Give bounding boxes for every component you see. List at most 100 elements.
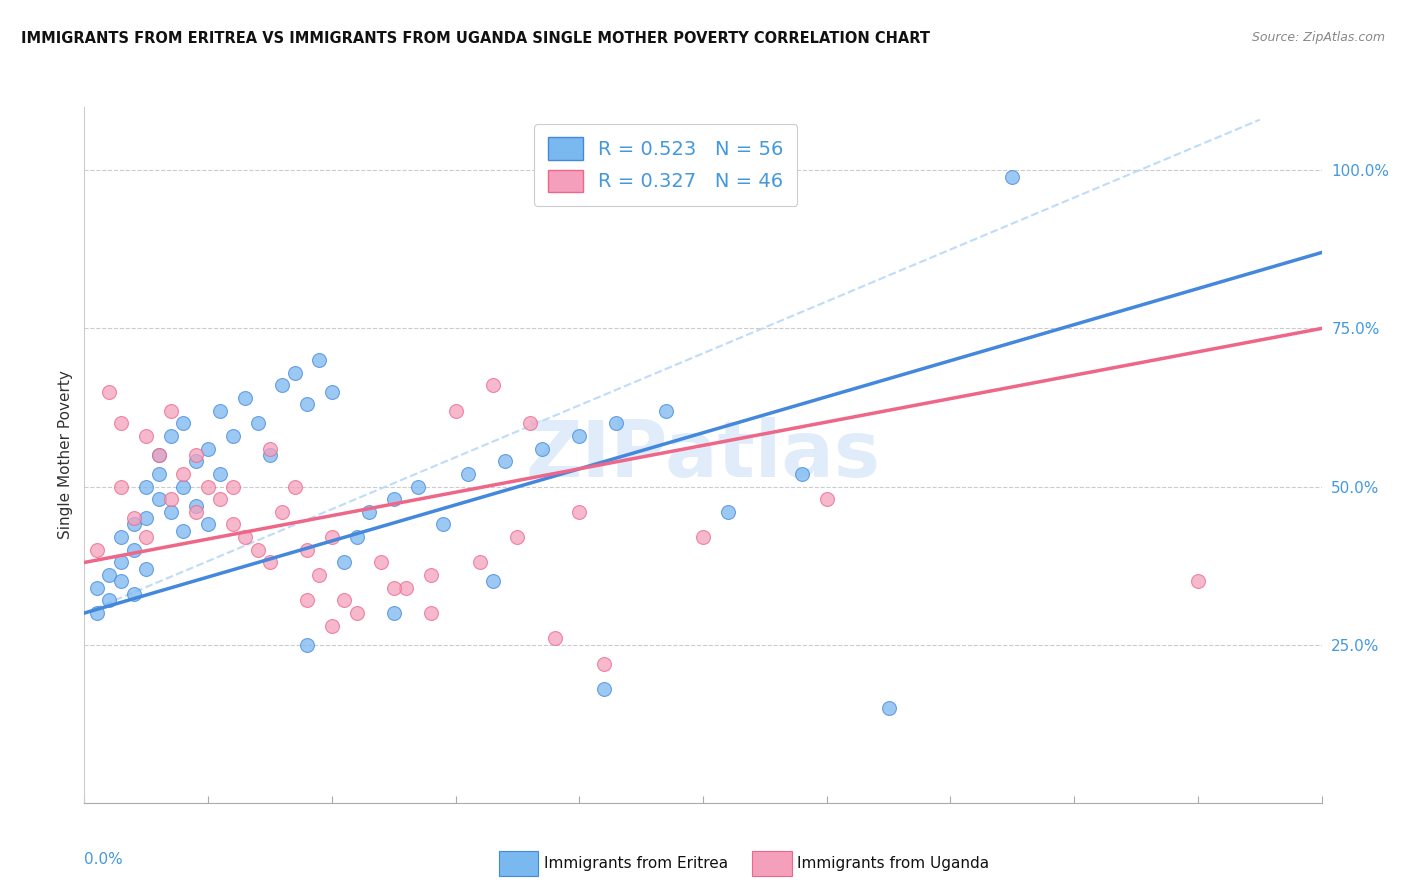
Point [197,517,219,532]
Point [295,542,318,557]
Point [122,542,145,557]
Point [321,530,343,544]
Point [308,353,330,368]
Point [122,517,145,532]
Point [543,632,565,646]
Point [444,403,467,417]
Point [457,467,479,481]
Point [184,499,207,513]
Text: Immigrants from Eritrea: Immigrants from Eritrea [544,856,728,871]
Point [519,417,541,431]
Point [98,593,121,607]
Point [222,517,245,532]
Point [481,378,503,392]
Point [877,701,900,715]
Point [233,530,256,544]
Point [419,568,441,582]
Point [506,530,529,544]
Point [284,366,307,380]
Point [481,574,503,589]
Text: Source: ZipAtlas.com: Source: ZipAtlas.com [1251,31,1385,45]
Point [122,587,145,601]
Text: ZIPatlas: ZIPatlas [526,417,880,493]
Point [655,403,678,417]
Point [717,505,740,519]
Point [148,492,170,507]
Point [408,479,430,493]
Point [246,542,269,557]
Point [172,479,194,493]
Point [172,524,194,538]
Point [568,429,591,443]
Point [197,479,219,493]
Point [419,606,441,620]
Point [135,530,157,544]
Point [110,530,132,544]
Point [172,417,194,431]
Point [321,618,343,632]
Point [98,384,121,399]
Point [246,417,269,431]
Point [86,542,108,557]
Point [110,479,132,493]
Point [1187,574,1209,589]
Point [135,511,157,525]
Point [692,530,714,544]
Point [209,403,232,417]
Point [346,530,368,544]
Point [135,479,157,493]
Point [86,606,108,620]
Point [148,448,170,462]
Text: 0.0%: 0.0% [84,852,124,866]
Point [148,448,170,462]
Point [494,454,516,468]
Point [271,505,294,519]
Point [333,556,356,570]
Point [259,556,281,570]
Point [148,467,170,481]
Point [295,638,318,652]
Point [790,467,813,481]
Point [110,556,132,570]
Y-axis label: Single Mother Poverty: Single Mother Poverty [58,370,73,540]
Point [395,581,418,595]
Point [259,442,281,456]
Point [382,606,405,620]
Point [1001,169,1024,184]
Point [209,492,232,507]
Point [470,556,492,570]
Text: Immigrants from Uganda: Immigrants from Uganda [797,856,990,871]
Point [86,581,108,595]
Legend: R = 0.523   N = 56, R = 0.327   N = 46: R = 0.523 N = 56, R = 0.327 N = 46 [534,124,797,205]
Point [233,391,256,405]
Point [135,429,157,443]
Point [222,429,245,443]
Point [382,492,405,507]
Point [110,574,132,589]
Point [172,467,194,481]
Point [531,442,554,456]
Point [382,581,405,595]
Text: IMMIGRANTS FROM ERITREA VS IMMIGRANTS FROM UGANDA SINGLE MOTHER POVERTY CORRELAT: IMMIGRANTS FROM ERITREA VS IMMIGRANTS FR… [21,31,931,46]
Point [209,467,232,481]
Point [271,378,294,392]
Point [184,454,207,468]
Point [259,448,281,462]
Point [308,568,330,582]
Point [593,657,616,671]
Point [135,562,157,576]
Point [295,593,318,607]
Point [122,511,145,525]
Point [160,492,183,507]
Point [160,429,183,443]
Point [295,397,318,411]
Point [160,403,183,417]
Point [197,442,219,456]
Point [346,606,368,620]
Point [184,448,207,462]
Point [222,479,245,493]
Point [593,681,616,696]
Point [160,505,183,519]
Point [98,568,121,582]
Point [605,417,627,431]
